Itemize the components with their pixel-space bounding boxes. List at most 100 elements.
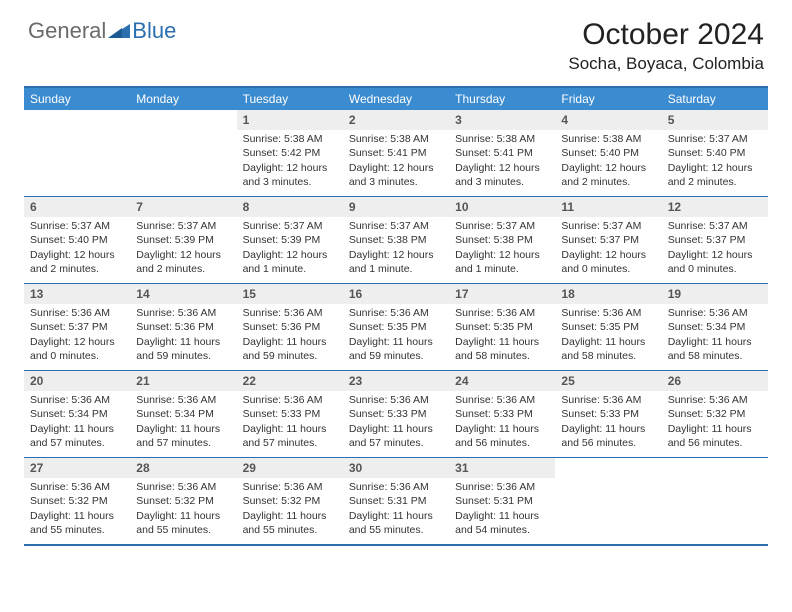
day-cell: 22Sunrise: 5:36 AMSunset: 5:33 PMDayligh… — [237, 371, 343, 457]
day-number: 7 — [130, 197, 236, 217]
sunrise-text: Sunrise: 5:36 AM — [455, 393, 549, 407]
daylight-text: Daylight: 12 hours and 2 minutes. — [561, 161, 655, 189]
sunset-text: Sunset: 5:32 PM — [668, 407, 762, 421]
sunrise-text: Sunrise: 5:36 AM — [455, 480, 549, 494]
daylight-text: Daylight: 11 hours and 58 minutes. — [668, 335, 762, 363]
day-body: Sunrise: 5:37 AMSunset: 5:39 PMDaylight:… — [237, 217, 343, 282]
sunrise-text: Sunrise: 5:37 AM — [30, 219, 124, 233]
daylight-text: Daylight: 11 hours and 57 minutes. — [243, 422, 337, 450]
sunset-text: Sunset: 5:42 PM — [243, 146, 337, 160]
sunrise-text: Sunrise: 5:37 AM — [561, 219, 655, 233]
day-cell: 5Sunrise: 5:37 AMSunset: 5:40 PMDaylight… — [662, 110, 768, 196]
day-body: Sunrise: 5:36 AMSunset: 5:34 PMDaylight:… — [662, 304, 768, 369]
daylight-text: Daylight: 11 hours and 56 minutes. — [668, 422, 762, 450]
daylight-text: Daylight: 12 hours and 2 minutes. — [668, 161, 762, 189]
day-number: 13 — [24, 284, 130, 304]
day-number: 30 — [343, 458, 449, 478]
day-body: Sunrise: 5:36 AMSunset: 5:35 PMDaylight:… — [449, 304, 555, 369]
sunset-text: Sunset: 5:31 PM — [455, 494, 549, 508]
sunset-text: Sunset: 5:33 PM — [243, 407, 337, 421]
day-body: Sunrise: 5:37 AMSunset: 5:38 PMDaylight:… — [449, 217, 555, 282]
week-row: 27Sunrise: 5:36 AMSunset: 5:32 PMDayligh… — [24, 457, 768, 544]
sunset-text: Sunset: 5:40 PM — [668, 146, 762, 160]
sunset-text: Sunset: 5:40 PM — [30, 233, 124, 247]
day-body: Sunrise: 5:36 AMSunset: 5:37 PMDaylight:… — [24, 304, 130, 369]
day-number: 27 — [24, 458, 130, 478]
day-number: 14 — [130, 284, 236, 304]
day-number: 4 — [555, 110, 661, 130]
empty-day-cell — [130, 110, 236, 196]
day-cell: 11Sunrise: 5:37 AMSunset: 5:37 PMDayligh… — [555, 197, 661, 283]
day-body: Sunrise: 5:36 AMSunset: 5:33 PMDaylight:… — [237, 391, 343, 456]
day-body: Sunrise: 5:36 AMSunset: 5:33 PMDaylight:… — [555, 391, 661, 456]
day-number: 31 — [449, 458, 555, 478]
day-body: Sunrise: 5:37 AMSunset: 5:39 PMDaylight:… — [130, 217, 236, 282]
day-body: Sunrise: 5:36 AMSunset: 5:32 PMDaylight:… — [24, 478, 130, 543]
sunrise-text: Sunrise: 5:36 AM — [136, 480, 230, 494]
day-number: 5 — [662, 110, 768, 130]
sunrise-text: Sunrise: 5:36 AM — [136, 306, 230, 320]
day-cell: 28Sunrise: 5:36 AMSunset: 5:32 PMDayligh… — [130, 458, 236, 544]
sunset-text: Sunset: 5:39 PM — [243, 233, 337, 247]
day-number: 17 — [449, 284, 555, 304]
day-body: Sunrise: 5:38 AMSunset: 5:42 PMDaylight:… — [237, 130, 343, 195]
day-cell: 24Sunrise: 5:36 AMSunset: 5:33 PMDayligh… — [449, 371, 555, 457]
sunrise-text: Sunrise: 5:36 AM — [561, 306, 655, 320]
day-number: 21 — [130, 371, 236, 391]
day-cell: 4Sunrise: 5:38 AMSunset: 5:40 PMDaylight… — [555, 110, 661, 196]
sunrise-text: Sunrise: 5:36 AM — [243, 393, 337, 407]
week-row: 1Sunrise: 5:38 AMSunset: 5:42 PMDaylight… — [24, 110, 768, 196]
sunset-text: Sunset: 5:34 PM — [668, 320, 762, 334]
day-cell: 3Sunrise: 5:38 AMSunset: 5:41 PMDaylight… — [449, 110, 555, 196]
sunrise-text: Sunrise: 5:36 AM — [136, 393, 230, 407]
sunrise-text: Sunrise: 5:36 AM — [349, 480, 443, 494]
day-cell: 27Sunrise: 5:36 AMSunset: 5:32 PMDayligh… — [24, 458, 130, 544]
daylight-text: Daylight: 11 hours and 55 minutes. — [243, 509, 337, 537]
day-body: Sunrise: 5:36 AMSunset: 5:32 PMDaylight:… — [130, 478, 236, 543]
day-cell: 17Sunrise: 5:36 AMSunset: 5:35 PMDayligh… — [449, 284, 555, 370]
day-body: Sunrise: 5:36 AMSunset: 5:36 PMDaylight:… — [237, 304, 343, 369]
weekday-header: Tuesday — [237, 88, 343, 110]
weekday-header: Wednesday — [343, 88, 449, 110]
sunrise-text: Sunrise: 5:36 AM — [30, 393, 124, 407]
sunrise-text: Sunrise: 5:36 AM — [30, 306, 124, 320]
day-number: 16 — [343, 284, 449, 304]
daylight-text: Daylight: 12 hours and 3 minutes. — [455, 161, 549, 189]
empty-day-cell — [555, 458, 661, 544]
day-cell: 14Sunrise: 5:36 AMSunset: 5:36 PMDayligh… — [130, 284, 236, 370]
sunrise-text: Sunrise: 5:36 AM — [30, 480, 124, 494]
day-cell: 29Sunrise: 5:36 AMSunset: 5:32 PMDayligh… — [237, 458, 343, 544]
day-cell: 1Sunrise: 5:38 AMSunset: 5:42 PMDaylight… — [237, 110, 343, 196]
day-body: Sunrise: 5:36 AMSunset: 5:33 PMDaylight:… — [343, 391, 449, 456]
daylight-text: Daylight: 12 hours and 0 minutes. — [30, 335, 124, 363]
day-cell: 13Sunrise: 5:36 AMSunset: 5:37 PMDayligh… — [24, 284, 130, 370]
day-cell: 31Sunrise: 5:36 AMSunset: 5:31 PMDayligh… — [449, 458, 555, 544]
logo-text-blue: Blue — [132, 18, 176, 44]
sunset-text: Sunset: 5:33 PM — [561, 407, 655, 421]
daylight-text: Daylight: 12 hours and 0 minutes. — [561, 248, 655, 276]
sunset-text: Sunset: 5:33 PM — [455, 407, 549, 421]
sunset-text: Sunset: 5:33 PM — [349, 407, 443, 421]
logo-triangle-icon — [108, 22, 130, 40]
calendar: SundayMondayTuesdayWednesdayThursdayFrid… — [24, 86, 768, 546]
day-number: 12 — [662, 197, 768, 217]
sunset-text: Sunset: 5:32 PM — [243, 494, 337, 508]
daylight-text: Daylight: 11 hours and 59 minutes. — [136, 335, 230, 363]
day-body: Sunrise: 5:36 AMSunset: 5:31 PMDaylight:… — [343, 478, 449, 543]
day-number: 8 — [237, 197, 343, 217]
day-body: Sunrise: 5:36 AMSunset: 5:31 PMDaylight:… — [449, 478, 555, 543]
weekday-header: Monday — [130, 88, 236, 110]
sunrise-text: Sunrise: 5:36 AM — [243, 306, 337, 320]
day-body: Sunrise: 5:36 AMSunset: 5:34 PMDaylight:… — [130, 391, 236, 456]
logo-text-general: General — [28, 18, 106, 44]
daylight-text: Daylight: 11 hours and 59 minutes. — [349, 335, 443, 363]
sunset-text: Sunset: 5:31 PM — [349, 494, 443, 508]
daylight-text: Daylight: 11 hours and 55 minutes. — [136, 509, 230, 537]
week-row: 13Sunrise: 5:36 AMSunset: 5:37 PMDayligh… — [24, 283, 768, 370]
location: Socha, Boyaca, Colombia — [568, 54, 764, 74]
sunrise-text: Sunrise: 5:38 AM — [243, 132, 337, 146]
sunrise-text: Sunrise: 5:36 AM — [243, 480, 337, 494]
day-number: 11 — [555, 197, 661, 217]
day-body: Sunrise: 5:38 AMSunset: 5:41 PMDaylight:… — [343, 130, 449, 195]
sunrise-text: Sunrise: 5:37 AM — [136, 219, 230, 233]
